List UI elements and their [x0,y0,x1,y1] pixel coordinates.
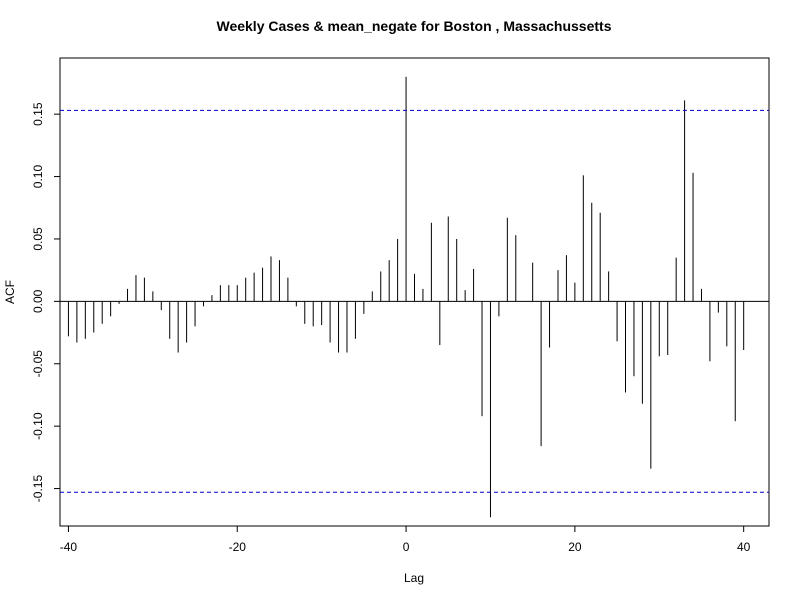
x-tick-label: -20 [229,540,247,554]
y-tick-label: 0.05 [31,227,45,251]
x-tick-label: 40 [737,540,751,554]
x-axis: -40 -20 0 20 40 [60,526,751,554]
x-tick-label: 0 [403,540,410,554]
y-tick-label: 0.15 [31,102,45,126]
y-tick-label: -0.05 [31,350,45,378]
acf-bars [60,76,769,518]
y-tick-label: -0.10 [31,412,45,440]
chart-title: Weekly Cases & mean_negate for Boston , … [216,18,611,34]
y-axis-label: ACF [3,280,17,304]
x-tick-label: 20 [568,540,582,554]
x-axis-label: Lag [404,571,424,585]
x-tick-label: -40 [60,540,78,554]
y-tick-label: 0.00 [31,289,45,313]
plot-frame [59,57,770,527]
y-tick-label: 0.10 [31,165,45,189]
y-axis: -0.15 -0.10 -0.05 0.00 0.05 0.10 0.15 [31,102,60,502]
confidence-bounds [60,109,769,493]
y-tick-label: -0.15 [31,475,45,503]
